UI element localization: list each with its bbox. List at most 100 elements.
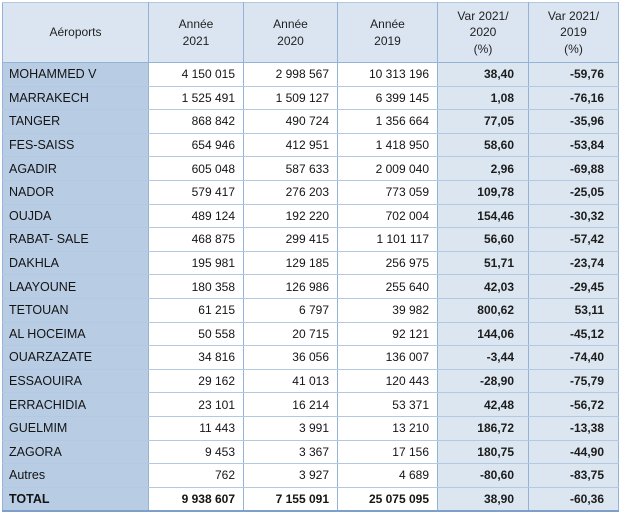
year-2020-cell: 129 185 (243, 250, 338, 276)
year-2021-cell: 489 124 (148, 203, 244, 229)
var-2021-2020-cell: 1,08 (437, 85, 529, 111)
year-2020-cell: 587 633 (243, 156, 338, 181)
year-2019-cell: 53 371 (337, 392, 438, 417)
var-2021-2020-cell: 186,72 (437, 415, 529, 441)
year-2021-cell: 29 162 (148, 368, 244, 394)
year-2019-cell: 10 313 196 (337, 62, 438, 87)
year-2019-cell: 120 443 (337, 368, 438, 394)
year-2021-cell: 468 875 (148, 227, 244, 252)
var-2021-2020-cell: 38,40 (437, 62, 529, 87)
header-var-2021-2019: Var 2021/ 2019 (%) (528, 2, 619, 63)
table-row: MARRAKECH 1 525 491 1 509 127 6 399 145 1,08… (2, 85, 619, 111)
year-2020-cell: 3 367 (243, 439, 338, 465)
var-2021-2019-cell: -44,90 (528, 439, 619, 465)
year-2021-cell: 4 150 015 (148, 62, 244, 87)
year-2019-cell: 6 399 145 (337, 85, 438, 111)
header-var-2021-2020: Var 2021/ 2020 (%) (437, 2, 529, 63)
year-2019-cell: 2 009 040 (337, 156, 438, 181)
airport-name-cell: OUARZAZATE (2, 345, 149, 370)
year-2020-cell: 276 203 (243, 179, 338, 205)
airport-name-cell: ZAGORA (2, 439, 149, 465)
table-row: TETOUAN 61 215 6 797 39 982 800,62 53,11 (2, 297, 619, 323)
var-2021-2020-cell: 144,06 (437, 321, 529, 347)
table-row: ZAGORA 9 453 3 367 17 156 180,75 -44,90 (2, 439, 619, 465)
airport-name-cell: ERRACHIDIA (2, 392, 149, 417)
year-2019-cell: 773 059 (337, 179, 438, 205)
var-2021-2020-cell: 38,90 (437, 486, 529, 512)
table-row: OUARZAZATE 34 816 36 056 136 007 -3,44 -74,40 (2, 345, 619, 370)
var-2021-2020-cell: 42,48 (437, 392, 529, 417)
header-annee-2021: Année 2021 (148, 2, 244, 63)
var-2021-2020-cell: 51,71 (437, 250, 529, 276)
var-2021-2020-cell: 800,62 (437, 297, 529, 323)
year-2019-cell: 92 121 (337, 321, 438, 347)
var-2021-2019-cell: -29,45 (528, 274, 619, 299)
year-2021-cell: 868 842 (148, 109, 244, 134)
year-2021-cell: 605 048 (148, 156, 244, 181)
table-row: AGADIR 605 048 587 633 2 009 040 2,96 -69,88 (2, 156, 619, 181)
var-2021-2019-cell: -69,88 (528, 156, 619, 181)
var-2021-2019-cell: -74,40 (528, 345, 619, 370)
table-row: AL HOCEIMA 50 558 20 715 92 121 144,06 -45,12 (2, 321, 619, 347)
var-2021-2020-cell: 42,03 (437, 274, 529, 299)
year-2021-cell: 180 358 (148, 274, 244, 299)
var-2021-2019-cell: 53,11 (528, 297, 619, 323)
year-2020-cell: 2 998 567 (243, 62, 338, 87)
year-2019-cell: 1 418 950 (337, 132, 438, 158)
year-2021-cell: 61 215 (148, 297, 244, 323)
airport-name-cell: AL HOCEIMA (2, 321, 149, 347)
var-2021-2019-cell: -83,75 (528, 463, 619, 488)
airport-name-cell: MOHAMMED V (2, 62, 149, 87)
year-2019-cell: 13 210 (337, 415, 438, 441)
year-2020-cell: 412 951 (243, 132, 338, 158)
table-row: NADOR 579 417 276 203 773 059 109,78 -25,05 (2, 179, 619, 205)
airport-name-cell: FES-SAISS (2, 132, 149, 158)
var-2021-2019-cell: -25,05 (528, 179, 619, 205)
year-2019-cell: 25 075 095 (337, 486, 438, 512)
var-2021-2019-cell: -59,76 (528, 62, 619, 87)
year-2020-cell: 16 214 (243, 392, 338, 417)
year-2020-cell: 1 509 127 (243, 85, 338, 111)
year-2020-cell: 41 013 (243, 368, 338, 394)
var-2021-2019-cell: -75,79 (528, 368, 619, 394)
var-2021-2020-cell: -3,44 (437, 345, 529, 370)
year-2019-cell: 1 356 664 (337, 109, 438, 134)
var-2021-2019-cell: -53,84 (528, 132, 619, 158)
year-2020-cell: 20 715 (243, 321, 338, 347)
header-annee-2020: Année 2020 (243, 2, 338, 63)
header-aeroports: Aéroports (2, 2, 149, 63)
table-row: FES-SAISS 654 946 412 951 1 418 950 58,60 -53… (2, 132, 619, 158)
year-2019-cell: 255 640 (337, 274, 438, 299)
year-2020-cell: 192 220 (243, 203, 338, 229)
airport-name-cell: TANGER (2, 109, 149, 134)
var-2021-2020-cell: 154,46 (437, 203, 529, 229)
year-2020-cell: 126 986 (243, 274, 338, 299)
var-2021-2020-cell: -80,60 (437, 463, 529, 488)
year-2021-cell: 195 981 (148, 250, 244, 276)
var-2021-2019-cell: -57,42 (528, 227, 619, 252)
table-row: GUELMIM 11 443 3 991 13 210 186,72 -13,38 (2, 415, 619, 441)
year-2020-cell: 3 927 (243, 463, 338, 488)
airport-name-cell: LAAYOUNE (2, 274, 149, 299)
year-2019-cell: 256 975 (337, 250, 438, 276)
table-row: RABAT- SALE 468 875 299 415 1 101 117 56,60-… (2, 227, 619, 252)
var-2021-2019-cell: -76,16 (528, 85, 619, 111)
var-2021-2020-cell: 109,78 (437, 179, 529, 205)
table-row: ERRACHIDIA 23 101 16 214 53 371 42,48 -56,72 (2, 392, 619, 417)
table-row: TANGER 868 842 490 724 1 356 664 77,05 -35,96 (2, 109, 619, 134)
year-2021-cell: 9 453 (148, 439, 244, 465)
var-2021-2019-cell: -23,74 (528, 250, 619, 276)
table-row: ESSAOUIRA 29 162 41 013 120 443 -28,90 -75,79 (2, 368, 619, 394)
var-2021-2020-cell: 58,60 (437, 132, 529, 158)
year-2019-cell: 4 689 (337, 463, 438, 488)
var-2021-2020-cell: 77,05 (437, 109, 529, 134)
year-2021-cell: 1 525 491 (148, 85, 244, 111)
var-2021-2019-cell: -35,96 (528, 109, 619, 134)
var-2021-2019-cell: -60,36 (528, 486, 619, 512)
year-2020-cell: 36 056 (243, 345, 338, 370)
year-2020-cell: 7 155 091 (243, 486, 338, 512)
var-2021-2019-cell: -56,72 (528, 392, 619, 417)
